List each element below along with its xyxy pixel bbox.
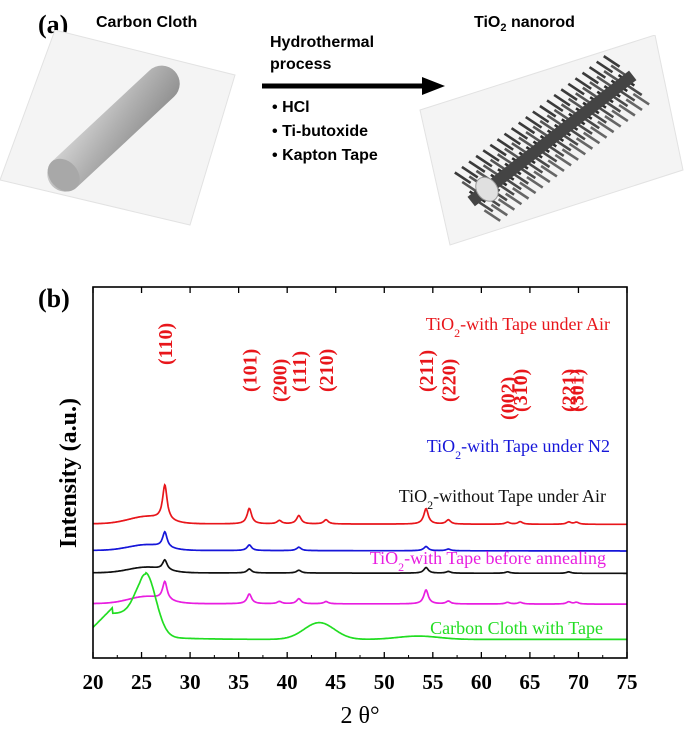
nanorod-illustration: [419, 35, 684, 246]
y-axis-label: Intensity (a.u.): [56, 398, 82, 548]
series-line: [92, 571, 627, 641]
peak-label: (111): [289, 351, 311, 392]
x-tick-label: 55: [422, 670, 443, 694]
reagent-item: • Kapton Tape: [272, 147, 378, 164]
x-tick-label: 50: [374, 670, 395, 694]
series-line: [93, 580, 627, 605]
peak-label: (301): [567, 369, 589, 412]
x-tick-label: 35: [228, 670, 249, 694]
peak-label: (110): [155, 323, 177, 365]
process-title-line1: Hydrothermal: [270, 34, 375, 51]
reagent-item: • HCl: [272, 99, 310, 116]
series-label: Carbon Cloth with Tape: [430, 618, 603, 638]
reagent-item: • Ti-butoxide: [272, 123, 368, 140]
x-axis-label: 2 θ°: [340, 703, 379, 729]
carbon-cloth-illustration: [0, 30, 236, 226]
series-line: [93, 558, 627, 575]
peak-label: (310): [510, 369, 532, 412]
x-tick-label: 65: [519, 670, 540, 694]
peak-label: (101): [239, 349, 261, 392]
peak-label: (220): [438, 359, 460, 402]
carbon-cloth-title: Carbon Cloth: [96, 14, 198, 31]
x-tick-label: 60: [471, 670, 492, 694]
series-label: TiO2-without Tape under Air: [399, 486, 606, 512]
nanorod-title: TiO2 nanorod: [474, 14, 575, 35]
x-tick-label: 30: [180, 670, 201, 694]
x-tick-label: 45: [325, 670, 346, 694]
peak-label: (221): [559, 369, 581, 412]
x-tick-label: 40: [277, 670, 298, 694]
x-tick-label: 75: [617, 670, 638, 694]
x-tick-label: 20: [83, 670, 104, 694]
series-line: [93, 530, 627, 552]
reagent-list: • HCl • Ti-butoxide • Kapton Tape: [272, 96, 378, 168]
series-label: TiO2-with Tape under Air: [426, 314, 610, 340]
peak-label: (211): [416, 350, 438, 392]
x-tick-label: 25: [131, 670, 152, 694]
series-label: TiO2-with Tape under N2: [427, 436, 610, 462]
peak-label: (210): [316, 349, 338, 392]
peak-label: (002): [498, 377, 520, 420]
process-title-line2: process: [270, 56, 332, 73]
process-title: Hydrothermal process: [270, 32, 374, 76]
panel-b-label: (b): [38, 284, 70, 313]
series-label: TiO2-with Tape before annealing: [370, 548, 606, 574]
series-line: [93, 483, 627, 526]
peak-label: (200): [269, 359, 291, 402]
process-arrow: [262, 77, 445, 95]
x-tick-label: 70: [568, 670, 589, 694]
